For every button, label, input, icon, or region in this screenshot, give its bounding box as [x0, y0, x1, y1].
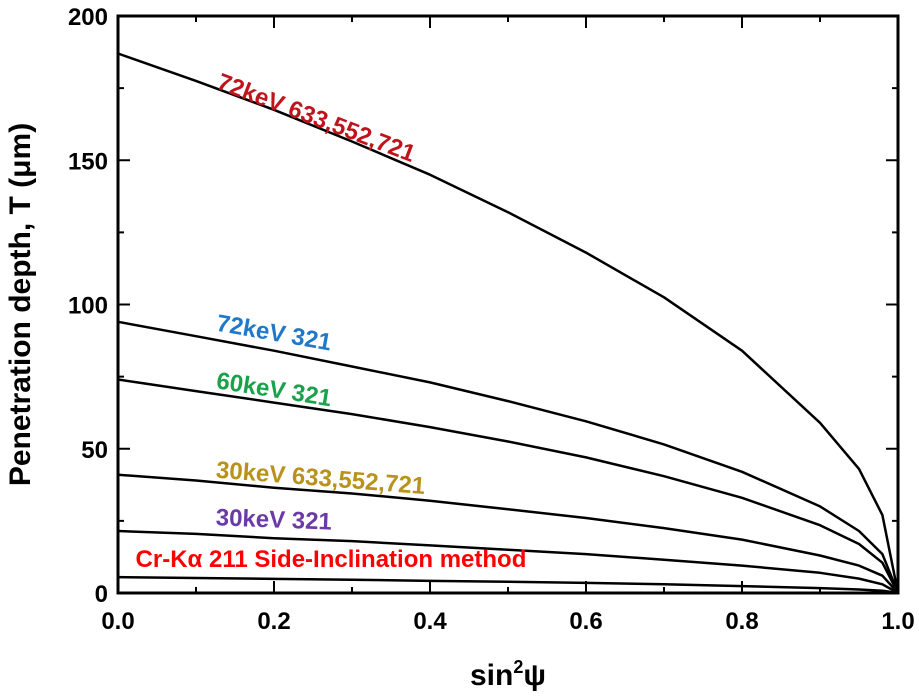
y-tick-label: 150 — [68, 148, 108, 175]
y-tick-label: 100 — [68, 293, 108, 320]
series-label: 30keV 633,552,721 — [215, 457, 426, 500]
series-line — [117, 575, 899, 595]
series-line — [117, 378, 900, 594]
x-tick-label: 0.2 — [257, 608, 290, 635]
x-tick-label: 0.0 — [101, 608, 134, 635]
plot-frame — [116, 14, 900, 595]
y-tick-label: 50 — [81, 437, 108, 464]
series-line — [117, 320, 900, 594]
x-tick-label: 0.6 — [569, 608, 602, 635]
series-label: 72keV 633,552,721 — [213, 68, 419, 167]
series-line — [117, 529, 899, 595]
x-tick-label: 1.0 — [881, 608, 914, 635]
y-tick-label: 0 — [95, 581, 108, 608]
series-line — [117, 473, 899, 594]
series-label: 30keV 321 — [215, 504, 332, 535]
y-tick-label: 200 — [68, 4, 108, 31]
x-axis-label: sin2ψ — [470, 657, 546, 692]
series-line — [117, 52, 900, 594]
curves — [117, 52, 900, 595]
y-axis-label: Penetration depth, T (μm) — [4, 123, 37, 486]
series-label: Cr-Kα 211 Side-Inclination method — [136, 546, 527, 573]
x-tick-label: 0.4 — [413, 608, 447, 635]
series-label: 60keV 321 — [215, 367, 334, 412]
axes: 0.0 0.2 0.4 0.6 0.8 1.0 0 50 100 150 200 — [68, 4, 915, 635]
x-tick-label: 0.8 — [725, 608, 758, 635]
